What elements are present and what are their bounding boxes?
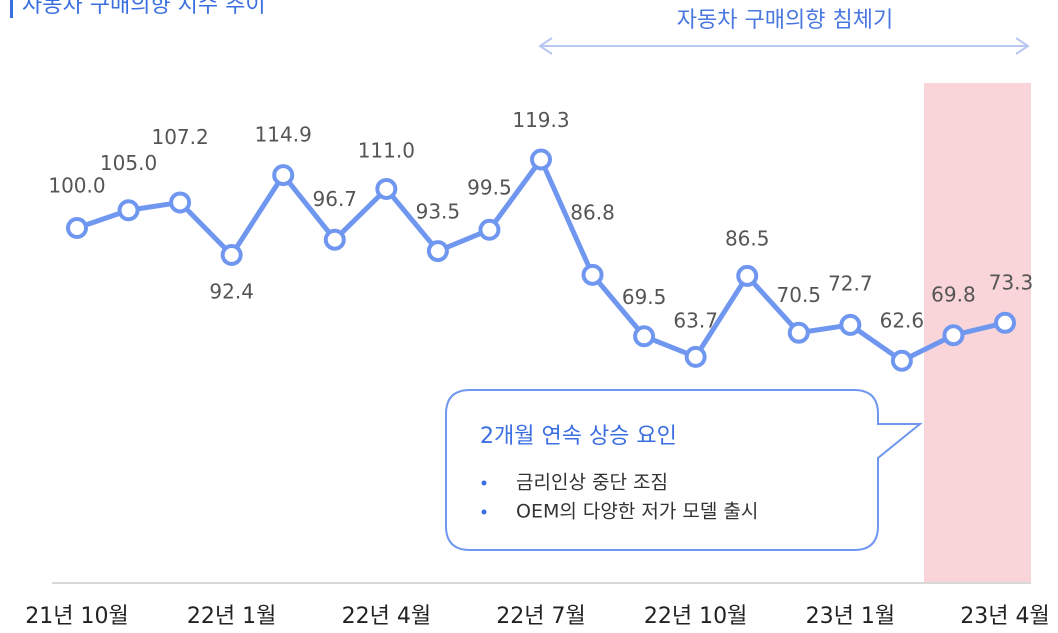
data-label: 96.7: [313, 187, 358, 211]
data-label: 62.6: [880, 308, 925, 332]
callout-title: 2개월 연속 상승 요인: [480, 424, 677, 449]
x-tick-label: 21년 10월: [25, 604, 128, 629]
callout-box: [445, 389, 923, 551]
chart-title: 자동차 구매의향 지수 추이: [22, 0, 266, 18]
title-bar: [10, 0, 13, 18]
data-label: 111.0: [358, 138, 415, 162]
point: [323, 228, 346, 251]
data-label: 105.0: [100, 151, 157, 175]
data-label: 86.8: [570, 200, 615, 224]
point: [478, 218, 501, 241]
point: [426, 240, 449, 263]
data-label: 93.5: [416, 200, 461, 224]
annotation: 자동차 구매의향 침체기: [677, 8, 893, 33]
point: [942, 324, 965, 347]
point: [66, 217, 88, 239]
point: [375, 177, 398, 200]
data-label: 73.3: [989, 270, 1034, 294]
data-label: 107.2: [151, 125, 208, 149]
x-tick-label: 23년 1월: [806, 604, 895, 629]
x-tick-label: 22년 1월: [187, 604, 276, 629]
point: [684, 345, 707, 368]
bullet: [481, 509, 487, 515]
annotation-arrow: [538, 37, 1030, 55]
point: [839, 313, 862, 336]
data-label: 63.7: [673, 308, 718, 332]
data-label: 69.5: [622, 285, 667, 309]
point: [787, 321, 810, 344]
point: [994, 311, 1016, 334]
bullet: [481, 480, 487, 486]
data-label: 100.0: [48, 174, 105, 198]
point: [581, 263, 604, 286]
x-tick-label: 23년 4월: [960, 604, 1049, 629]
highlight-region: [924, 83, 1031, 583]
data-label: 92.4: [209, 279, 254, 303]
point: [117, 199, 140, 222]
point: [890, 349, 913, 372]
point: [633, 325, 656, 348]
x-tick-label: 22년 4월: [342, 604, 431, 629]
x-tick-label: 22년 10월: [644, 604, 747, 629]
line: [76, 156, 1006, 364]
data-label: 70.5: [777, 283, 822, 307]
x-tick-label: 22년 7월: [496, 604, 585, 629]
point: [530, 148, 552, 171]
data-label: 69.8: [931, 283, 976, 307]
point: [169, 191, 192, 214]
point: [220, 243, 243, 266]
data-label: 114.9: [255, 123, 312, 147]
callout-item: OEM의 다양한 저가 모델 출시: [516, 501, 758, 523]
point: [736, 264, 759, 287]
callout-item: 금리인상 중단 조짐: [516, 472, 668, 494]
data-label: 72.7: [828, 271, 873, 295]
data-label: 119.3: [512, 108, 569, 132]
data-label: 99.5: [467, 175, 512, 199]
point: [272, 164, 295, 187]
data-label: 86.5: [725, 226, 770, 250]
